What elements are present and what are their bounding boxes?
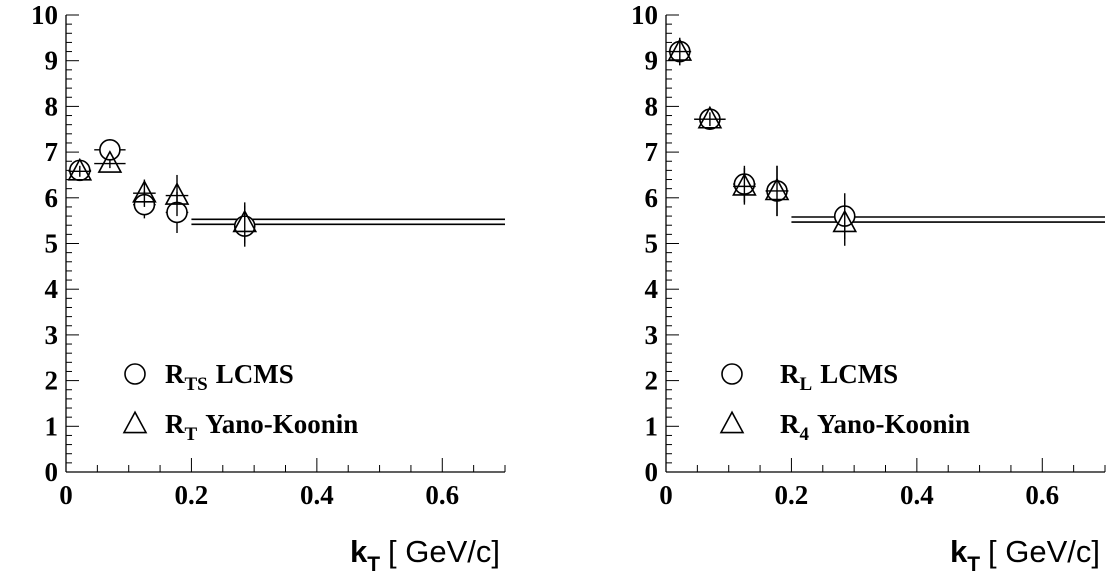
legend-entry: R4 Yano-Koonin (719, 409, 970, 445)
x-axis-label-subscript: T (367, 553, 380, 576)
triangle-marker (667, 38, 693, 61)
legend-label: RT Yano-Koonin (165, 409, 358, 445)
data-point (764, 165, 790, 217)
triangle-marker (232, 209, 258, 233)
triangle-marker (67, 157, 93, 181)
triangle-marker (164, 182, 190, 205)
y-tick-label: 9 (645, 46, 659, 76)
legend-triangle-marker (122, 410, 148, 434)
y-tick-label: 8 (645, 91, 659, 121)
data-point (164, 174, 190, 217)
legend-label-symbol: R (780, 359, 800, 389)
data-point (94, 150, 126, 173)
y-tick-label: 1 (645, 411, 659, 441)
data-point (132, 179, 157, 207)
y-tick-label: 7 (645, 137, 659, 167)
x-tick-label: 0.2 (175, 480, 209, 510)
triangle-marker (697, 105, 723, 129)
x-axis-label-unit: [ GeV/c] (988, 534, 1100, 569)
x-axis-label: kT [ GeV/c] (950, 534, 1100, 576)
legend-label-suffix: Yano-Koonin (205, 409, 358, 439)
data-point (732, 168, 757, 205)
legend-label-subscript: 4 (800, 424, 810, 445)
legend-label: RL LCMS (780, 359, 898, 395)
x-tick-label: 0 (59, 480, 73, 510)
legend-label-suffix: LCMS (820, 359, 898, 389)
triangle-marker (832, 209, 858, 233)
legend-label-subscript: TS (185, 374, 208, 395)
y-tick-label: 3 (645, 320, 659, 350)
legend-entry: RT Yano-Koonin (122, 409, 358, 445)
triangle-marker (97, 150, 123, 173)
legend-label-suffix: Yano-Koonin (817, 409, 970, 439)
legend-label-symbol: R (165, 409, 185, 439)
y-tick-label: 5 (45, 229, 59, 259)
legend-label: RTS LCMS (165, 359, 294, 395)
triangle-marker (764, 177, 790, 201)
legend-label-subscript: T (185, 424, 198, 445)
x-tick-label: 0.4 (900, 480, 934, 510)
x-tick-label: 0 (659, 480, 673, 510)
x-axis-label-subscript: T (967, 553, 980, 576)
x-axis-label-unit: [ GeV/c] (388, 534, 500, 569)
x-tick-label: 0.2 (775, 480, 809, 510)
x-tick-label: 0.6 (1025, 480, 1059, 510)
y-tick-label: 8 (45, 91, 59, 121)
y-tick-label: 0 (645, 457, 659, 487)
series-triangles (667, 37, 858, 246)
y-tick-label: 10 (31, 0, 58, 30)
data-point (832, 200, 858, 246)
triangle-marker (732, 172, 757, 196)
y-tick-label: 10 (631, 0, 658, 30)
y-tick-label: 2 (45, 366, 59, 396)
triangle-marker (132, 179, 157, 203)
x-tick-label: 0.4 (300, 480, 334, 510)
x-tick-label: 0.6 (425, 480, 459, 510)
data-point (694, 105, 726, 129)
y-tick-label: 3 (45, 320, 59, 350)
legend-circle-marker (124, 363, 146, 385)
y-tick-label: 7 (45, 137, 59, 167)
circle-marker (99, 139, 121, 161)
series-circles (668, 37, 856, 239)
legend-label-symbol: R (780, 409, 800, 439)
legend-entry: RL LCMS (721, 359, 898, 395)
y-tick-label: 4 (45, 274, 59, 304)
legend-circle-marker (721, 363, 743, 385)
legend-label-symbol: R (165, 359, 185, 389)
series-triangles (67, 150, 258, 244)
legend-entry: RTS LCMS (124, 359, 294, 395)
y-tick-label: 0 (45, 457, 59, 487)
y-tick-label: 6 (645, 183, 659, 213)
legend-label-suffix: LCMS (216, 359, 294, 389)
data-point (67, 157, 93, 181)
legend-label-subscript: L (800, 374, 813, 395)
y-tick-label: 1 (45, 411, 59, 441)
data-point (94, 139, 126, 161)
y-tick-label: 5 (645, 229, 659, 259)
data-point (667, 37, 693, 66)
x-axis-label-symbol: k (350, 534, 368, 569)
y-tick-label: 2 (645, 366, 659, 396)
legend-label: R4 Yano-Koonin (780, 409, 970, 445)
y-tick-label: 9 (45, 46, 59, 76)
series-circles (68, 139, 256, 247)
legend-triangle-marker (719, 410, 745, 434)
y-tick-label: 4 (645, 274, 659, 304)
data-point (232, 202, 258, 244)
x-axis-label: kT [ GeV/c] (350, 534, 500, 576)
x-axis-label-symbol: k (950, 534, 968, 569)
y-tick-label: 6 (45, 183, 59, 213)
